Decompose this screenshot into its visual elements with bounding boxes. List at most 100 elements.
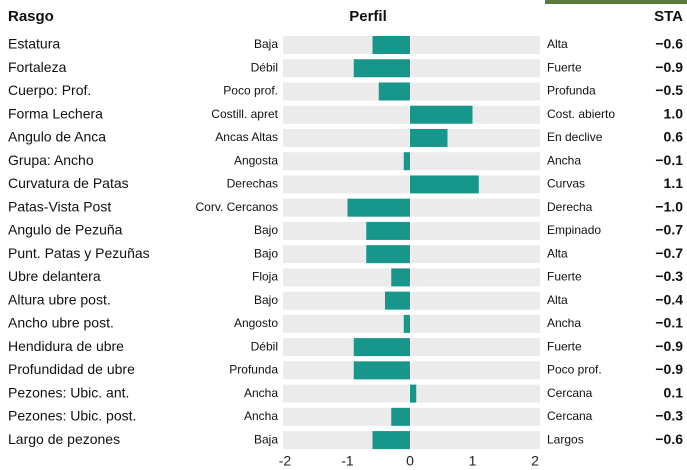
low-label: Baja [254,37,278,51]
high-label: Curvas [547,177,585,191]
sta-value: −0.4 [655,291,683,307]
bar [366,245,410,264]
high-label: Ancha [547,316,581,330]
trait-label: Fortaleza [8,59,67,75]
row-background [283,314,540,333]
bar [385,291,410,310]
header-trait: Rasgo [8,8,54,25]
high-label: Alta [547,246,568,260]
high-label: Alta [547,293,568,307]
bar [372,36,410,54]
high-label: Fuerte [547,270,582,284]
x-tick-label: -1 [341,453,354,469]
x-tick-label: 1 [469,453,477,469]
high-label: Profunda [547,84,596,98]
high-label: Empinado [547,223,601,237]
row-background [283,36,540,54]
trait-label: Altura ubre post. [8,291,111,307]
low-label: Profunda [229,363,278,377]
header-sta: STA [654,8,683,25]
row-background [283,338,540,357]
bar [353,338,410,357]
trait-label: Patas-Vista Post [8,198,111,214]
bar [366,221,410,240]
row-background [283,221,540,240]
bar [347,198,410,217]
row-background [283,198,540,217]
bar [410,105,473,124]
high-label: Derecha [547,200,593,214]
row-background [283,245,540,264]
sta-value: −0.9 [655,338,683,354]
bar [410,384,417,403]
sta-value: 1.0 [664,105,684,121]
sta-value: −0.6 [655,36,683,52]
high-label: Ancha [547,153,581,167]
sta-value: −0.9 [655,361,683,377]
trait-label: Angulo de Anca [8,129,106,145]
cropped-image [545,0,687,4]
sta-value: −0.3 [655,408,683,424]
header-profile: Perfil [349,8,387,25]
high-label: Cost. abierto [547,107,615,121]
x-tick-label: 2 [531,453,539,469]
row-background [283,152,540,171]
sta-value: −1.0 [655,198,683,214]
trait-label: Angulo de Pezuña [8,222,123,238]
bar [403,314,410,333]
bar [353,361,410,380]
low-label: Corv. Cercanos [196,200,278,214]
sta-value: 0.6 [664,129,684,145]
row-background [283,59,540,78]
trait-label: Ancho ubre post. [8,315,114,331]
x-tick-label: -2 [279,453,292,469]
trait-label: Cuerpo: Prof. [8,82,91,98]
bar [353,59,410,78]
row-background [283,361,540,380]
low-label: Angosta [234,153,278,167]
sta-value: −0.3 [655,268,683,284]
trait-label: Curvatura de Patas [8,175,129,191]
bar [403,152,410,171]
low-label: Derechas [227,177,278,191]
low-label: Bajo [254,246,278,260]
low-label: Ancha [244,386,278,400]
low-label: Floja [252,270,278,284]
low-label: Bajo [254,293,278,307]
bar [378,82,410,101]
trait-label: Ubre delantera [8,268,101,284]
high-label: Fuerte [547,339,582,353]
high-label: Alta [547,37,568,51]
low-label: Débil [251,339,278,353]
x-tick-label: 0 [406,453,414,469]
bar [410,128,448,147]
trait-label: Punt. Patas y Pezuñas [8,245,150,261]
low-label: Baja [254,432,278,446]
sta-value: 1.1 [664,175,684,191]
high-label: En declive [547,130,603,144]
sta-value: −0.1 [655,152,683,168]
low-label: Débil [251,60,278,74]
row-background [283,407,540,426]
high-label: Poco prof. [547,363,602,377]
low-label: Bajo [254,223,278,237]
trait-label: Pezones: Ubic. post. [8,408,136,424]
trait-label: Pezones: Ubic. ant. [8,384,129,400]
trait-label: Hendidura de ubre [8,338,124,354]
bar [391,268,410,287]
trait-label: Forma Lechera [8,105,103,121]
low-label: Ancha [244,409,278,423]
sta-value: 0.1 [664,384,684,400]
low-label: Costill. apret [211,107,278,121]
high-label: Cercana [547,386,593,400]
bar [391,407,410,426]
row-background [283,431,540,450]
sta-value: −0.6 [655,431,683,447]
high-label: Fuerte [547,60,582,74]
trait-label: Grupa: Ancho [8,152,94,168]
sta-value: −0.7 [655,245,683,261]
low-label: Poco prof. [223,84,278,98]
sta-value: −0.9 [655,59,683,75]
trait-label: Estatura [8,36,60,52]
row-background [283,291,540,310]
